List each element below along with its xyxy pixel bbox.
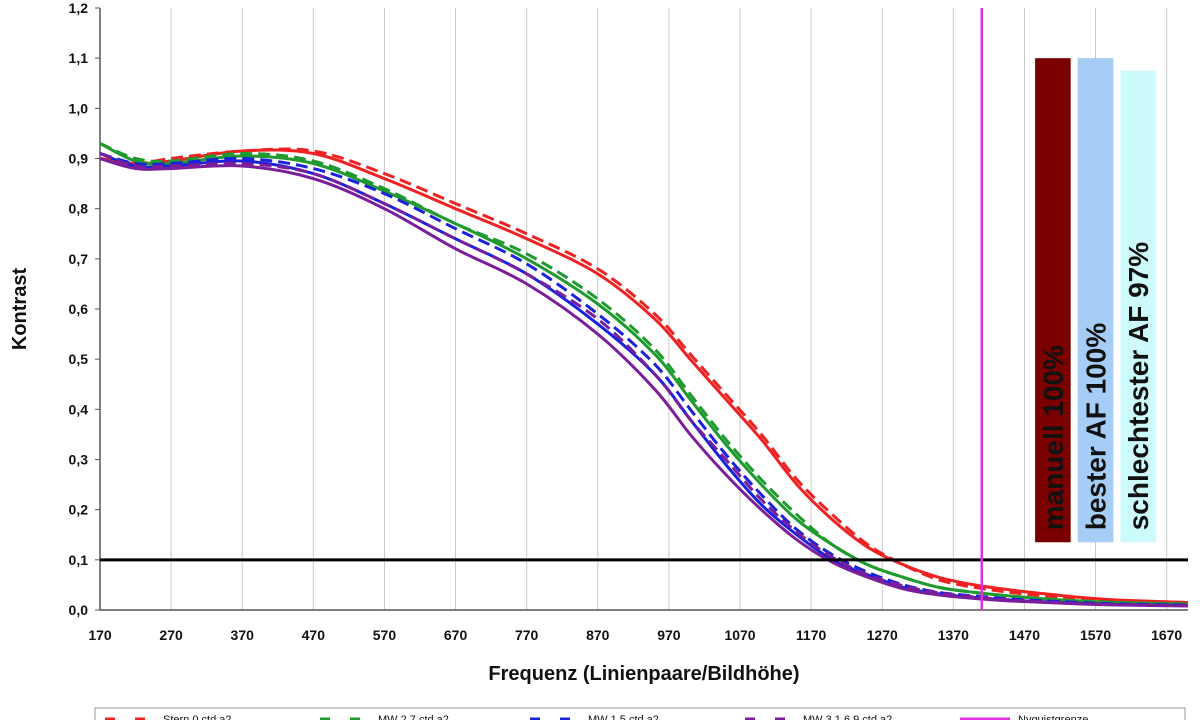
- bar: [1035, 58, 1071, 543]
- y-tick-label: 0,4: [69, 401, 89, 417]
- legend-box: [94, 707, 1186, 720]
- x-tick-label: 470: [302, 627, 326, 643]
- y-tick-label: 0,9: [69, 151, 89, 167]
- y-tick-label: 0,8: [69, 201, 89, 217]
- series-line: [99, 142, 1189, 606]
- y-tick-label: 0,7: [69, 251, 89, 267]
- x-tick-label: 1570: [1080, 627, 1111, 643]
- x-tick-label: 1270: [867, 627, 898, 643]
- x-tick-labels: 170 270 370 470 570 670 770 870 970 1070 1170 1270 1…: [88, 627, 1182, 643]
- y-tick-label: 1,1: [69, 50, 89, 66]
- x-tick-label: 1170: [796, 627, 827, 643]
- series-lines: [99, 142, 1189, 608]
- y-tick-label: 0,1: [69, 552, 89, 568]
- x-tick-label: 270: [159, 627, 183, 643]
- credit-text: © Archiv: [10, 690, 67, 707]
- bar-label: manuell 100%: [1038, 345, 1069, 530]
- x-tick-label: 1070: [724, 627, 755, 643]
- x-tick-label: 1470: [1009, 627, 1040, 643]
- y-tick-label: 0,6: [69, 301, 89, 317]
- y-tick-label: 0,3: [69, 452, 89, 468]
- y-tick-label: 0,0: [69, 602, 89, 618]
- series-line: [99, 147, 1189, 604]
- bars: manuell 100% bester AF 100% schlechtester …: [1035, 58, 1156, 543]
- x-tick-label: 170: [88, 627, 112, 643]
- x-tick-label: 770: [515, 627, 539, 643]
- reference-lines: [100, 8, 1188, 610]
- bar: [1120, 70, 1156, 543]
- x-tick-label: 1370: [938, 627, 969, 643]
- y-tick-label: 0,2: [69, 502, 89, 518]
- x-tick-label: 870: [586, 627, 610, 643]
- x-tick-label: 670: [444, 627, 468, 643]
- x-tick-label: 570: [373, 627, 397, 643]
- y-tick-label: 1,0: [69, 100, 89, 116]
- grid-lines: [170, 8, 1168, 610]
- bar: [1077, 58, 1114, 543]
- legend-label: MW 3,1 6,9 ctd a2: [803, 714, 892, 720]
- series-line: [99, 152, 1189, 607]
- series-line: [99, 152, 1189, 607]
- legend-label: Stern 0 ctd a2: [163, 714, 232, 720]
- bar-label: schlechtester AF 97%: [1123, 242, 1154, 531]
- x-axis-title: Frequenz (Linienpaare/Bildhöhe): [488, 663, 799, 685]
- y-tick-label: 0,5: [69, 351, 89, 367]
- x-tick-label: 370: [231, 627, 255, 643]
- series-line: [99, 148, 1189, 604]
- x-tick-label: 970: [657, 627, 681, 643]
- y-axis-title: Kontrast: [9, 268, 31, 351]
- legend: Stern 0 ctd a2 MW 2,7 ctd a2 MW 1,5 ctd a2…: [94, 707, 1186, 720]
- bar-label: bester AF 100%: [1081, 323, 1112, 531]
- series-line: [99, 157, 1189, 608]
- legend-label: Nyquistgrenze: [1018, 714, 1088, 720]
- legend-label: MW 1,5 ctd a2: [588, 714, 659, 720]
- y-tick-label: 1,2: [69, 0, 89, 16]
- x-tick-label: 1670: [1151, 627, 1182, 643]
- legend-label: MW 2,7 ctd a2: [378, 714, 449, 720]
- y-tick-labels: 0,0 0,1 0,2 0,3 0,4 0,5 0,6 0,7 0,8 0,9 1,0 1,1 1,2: [69, 0, 100, 618]
